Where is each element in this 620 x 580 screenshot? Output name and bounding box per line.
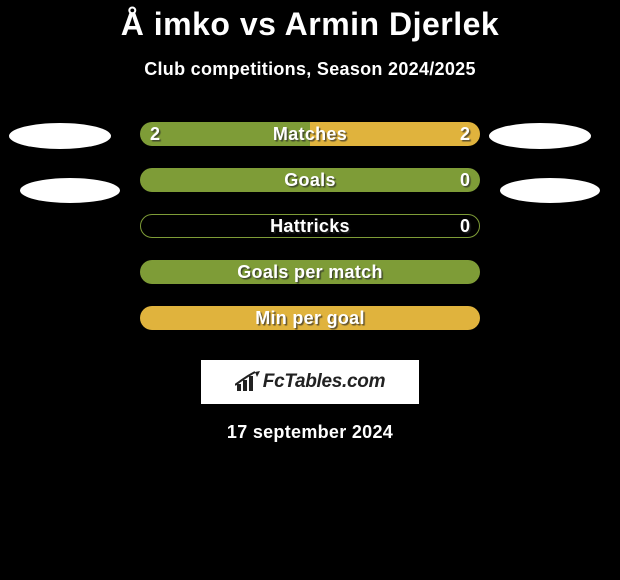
- bar-value-right: 0: [460, 168, 470, 192]
- date-text: 17 september 2024: [0, 422, 620, 443]
- page-title: Å imko vs Armin Djerlek: [0, 0, 620, 43]
- bar-track: [140, 122, 480, 146]
- bar-track: [140, 306, 480, 330]
- bar-value-right: 0: [460, 214, 470, 238]
- comparison-rows: Matches22Goals0Hattricks0Goals per match…: [0, 122, 620, 352]
- bar-fill-right: [310, 122, 480, 146]
- bar-value-right: 2: [460, 122, 470, 146]
- decorative-ellipse: [489, 123, 591, 149]
- comparison-row: Hattricks0: [0, 214, 620, 260]
- subtitle: Club competitions, Season 2024/2025: [0, 59, 620, 80]
- bar-track: [140, 260, 480, 284]
- decorative-ellipse: [500, 178, 600, 203]
- decorative-ellipse: [20, 178, 120, 203]
- bar-fill-right: [140, 306, 480, 330]
- logo-box: FcTables.com: [201, 360, 419, 404]
- bar-track: [140, 214, 480, 238]
- comparison-row: Goals per match: [0, 260, 620, 306]
- bar-value-left: 2: [150, 122, 160, 146]
- bar-track: [140, 168, 480, 192]
- barchart-icon: [235, 371, 261, 393]
- comparison-row: Min per goal: [0, 306, 620, 352]
- bar-fill-left: [140, 260, 480, 284]
- bar-fill-left: [140, 122, 310, 146]
- logo-text: FcTables.com: [263, 371, 385, 393]
- bar-fill-left: [140, 168, 480, 192]
- decorative-ellipse: [9, 123, 111, 149]
